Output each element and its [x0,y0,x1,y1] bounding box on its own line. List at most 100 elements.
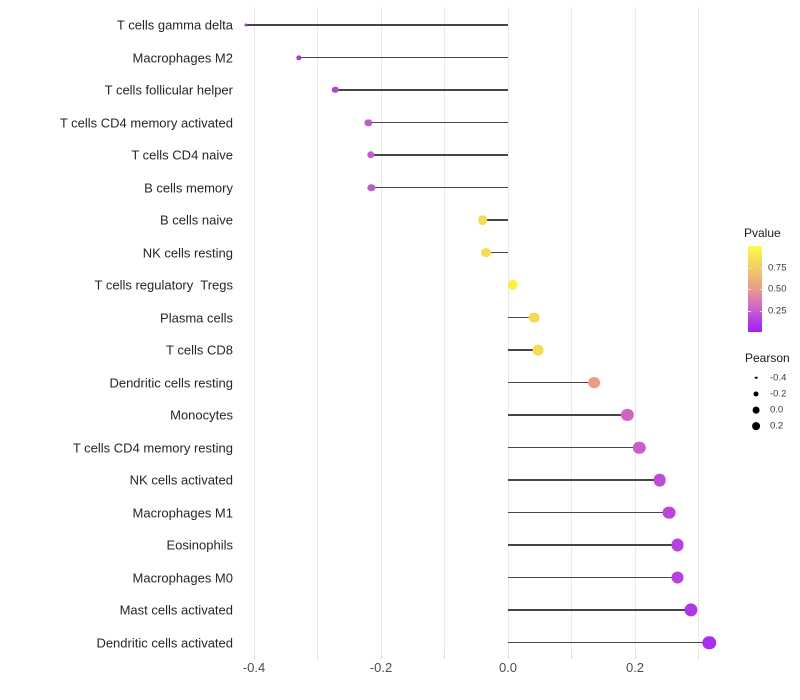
lollipop-stem [486,251,508,254]
lollipop-dot [671,571,685,584]
x-tick-label: -0.2 [369,660,393,675]
lollipop-dot [364,118,372,127]
x-tick-label: -0.4 [242,660,266,675]
lollipop-stem [508,511,670,514]
y-axis-label: Eosinophils [166,537,234,553]
lollipop-dot [367,183,376,192]
gridline [571,7,572,655]
lollipop-dot [662,506,676,519]
lollipop-stem [508,316,535,319]
pvalue-tickmark [759,310,762,312]
lollipop-stem [335,89,508,91]
y-axis-label: Mast cells activated [119,602,233,618]
lollipop-stem [508,446,640,449]
lollipop-stem [508,349,538,351]
y-axis-label: Dendritic cells activated [96,635,233,650]
y-axis-label: B cells memory [144,180,233,195]
pearson-legend-label: -0.2 [770,388,787,400]
lollipop-stem [508,609,691,611]
lollipop-dot [244,23,248,27]
y-axis-label: Macrophages M1 [132,505,233,520]
y-axis-label: Plasma cells [160,310,233,325]
pvalue-tickmark [759,267,762,269]
y-axis-label: T cells CD4 memory resting [72,440,233,455]
gridline [444,7,445,655]
gridline [507,7,509,655]
lollipop-dot [507,279,519,291]
pvalue-tick-label: 0.75 [768,262,787,273]
pvalue-tick-label: 0.25 [768,305,787,316]
x-axis-tick [317,655,318,659]
lollipop-dot [621,408,634,422]
y-axis-label: NK cells activated [129,472,233,488]
x-tick-label: 0.2 [625,660,645,675]
pvalue-tickmark [759,289,762,290]
x-axis-tick [571,655,572,659]
x-tick-label: 0.0 [498,660,518,675]
lollipop-stem [508,479,660,481]
gridline [380,7,382,655]
lollipop-stem [508,414,628,416]
x-axis-tick [444,655,445,659]
lollipop-dot [477,215,488,225]
lollipop-dot [481,247,492,258]
lollipop-stem [299,56,508,59]
lollipop-dot [588,376,601,389]
pearson-legend-title: Pearson [745,351,790,365]
lollipop-dot [296,54,302,61]
pearson-legend-label: 0.0 [770,404,784,416]
lollipop-dot [702,635,716,650]
x-axis-tick [380,655,382,659]
x-axis-tick [634,655,636,659]
pvalue-tickmark [748,289,751,290]
pearson-legend-label: 0.2 [770,420,784,432]
lollipop-dot [684,603,698,617]
pearson-legend-label: -0.4 [770,372,787,384]
lollipop-dot [633,441,646,454]
pearson-legend-dot [754,376,758,379]
y-axis-label: T cells CD8 [166,342,233,358]
y-axis-label: B cells naive [160,212,233,228]
lollipop-dot [653,473,667,487]
gridline [698,7,699,655]
lollipop-dot [367,151,375,159]
gridline [634,7,636,655]
lollipop-dot [532,344,544,356]
x-axis-tick [507,655,509,659]
pearson-legend-dot [752,406,760,414]
y-axis-label: Dendritic cells resting [109,375,233,390]
pvalue-tick-label: 0.50 [768,283,787,295]
pearson-legend-dot [753,391,759,397]
y-axis-label: T cells CD4 naive [131,147,233,163]
lollipop-dot [528,312,540,323]
lollipop-stem [508,641,710,644]
gridline [253,7,255,655]
y-axis-label: NK cells resting [142,245,233,260]
lollipop-stem [245,24,508,26]
lollipop-dot [671,538,685,552]
lollipop-stem [368,121,508,124]
lollipop-stem [508,576,678,579]
lollipop-stem [482,219,508,221]
x-axis-tick [253,655,255,659]
pearson-legend-dot [752,422,760,431]
lollipop-dot [332,86,339,94]
lollipop-stem [370,154,508,156]
y-axis-label: Macrophages M2 [132,50,233,65]
lollipop-stem [508,544,678,546]
x-axis-tick [698,655,699,659]
lollipop-stem [508,381,595,384]
pvalue-legend-title: Pvalue [744,226,781,240]
y-axis-label: T cells follicular helper [104,82,233,98]
y-axis-label: T cells gamma delta [116,17,233,33]
y-axis-label: T cells CD4 memory activated [59,115,233,130]
gridline [317,7,318,655]
lollipop-stem [371,186,508,189]
pvalue-tickmark [748,267,751,269]
y-axis-label: Monocytes [170,407,233,423]
y-axis-label: Macrophages M0 [132,570,233,585]
pvalue-gradient-bar [748,246,762,332]
y-axis-label: T cells regulatory Tregs [94,277,233,293]
pvalue-tickmark [748,310,751,312]
